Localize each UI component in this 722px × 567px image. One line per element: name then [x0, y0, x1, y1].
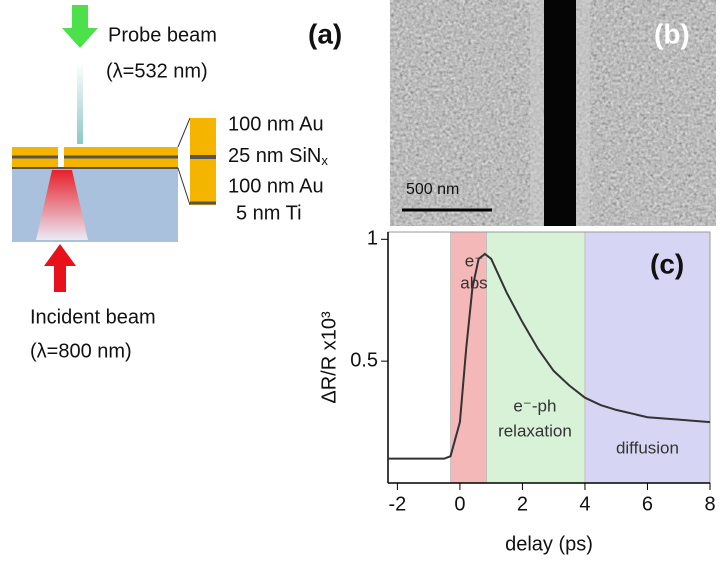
y-axis-label: ΔR/R x10³ — [318, 311, 340, 404]
region-label: relaxation — [498, 421, 572, 440]
region — [584, 231, 711, 484]
layer-text: 25 nm SiN — [228, 145, 321, 167]
x-tick-label: 8 — [704, 493, 715, 515]
layer-label: 100 nm Au — [228, 175, 324, 197]
panel-label: (b) — [654, 18, 690, 49]
panel-label: (a) — [308, 18, 342, 49]
sem-slit — [544, 0, 576, 226]
x-tick-label: -2 — [388, 493, 406, 515]
x-axis-label: delay (ps) — [505, 533, 593, 555]
layer-label: 5 nm Ti — [236, 202, 302, 224]
region — [486, 231, 586, 484]
y-tick-label: 1 — [367, 228, 378, 250]
region-label: e⁻ — [465, 251, 483, 270]
region-label: e⁻-ph — [513, 396, 556, 415]
zoom-line — [177, 167, 191, 206]
x-tick-label: 2 — [517, 493, 528, 515]
probe-beam — [77, 62, 83, 144]
x-tick-label: 6 — [642, 493, 653, 515]
probe-label: Probe beam — [108, 24, 217, 46]
probe-wavelength: (λ=532 nm) — [106, 60, 208, 82]
probe-arrow — [62, 5, 98, 48]
layer-sub: x — [321, 153, 328, 168]
layer-label: 25 nm SiNx — [228, 145, 328, 168]
x-tick-label: 4 — [579, 493, 590, 515]
data-line — [388, 252, 711, 460]
pump-cone — [36, 170, 88, 240]
region-label: diffusion — [616, 438, 679, 457]
x-tick-label: 0 — [454, 493, 465, 515]
region — [450, 231, 487, 484]
incident-label: Incident beam — [30, 306, 156, 328]
incident-arrow — [44, 244, 76, 292]
incident-wavelength: (λ=800 nm) — [30, 340, 132, 362]
y-tick-label: 0.5 — [350, 349, 378, 371]
zoom-block — [190, 118, 216, 205]
panel-a: Probe beam (λ=532 nm) (a) 100 nm Au 25 n… — [12, 5, 342, 362]
substrate — [12, 168, 178, 242]
zoom-line — [177, 117, 191, 148]
panel-label: (c) — [650, 248, 684, 279]
panel-b: 500 nm (b) — [390, 0, 716, 226]
scale-label: 500 nm — [406, 181, 459, 198]
layer-label: 100 nm Au — [228, 113, 324, 135]
